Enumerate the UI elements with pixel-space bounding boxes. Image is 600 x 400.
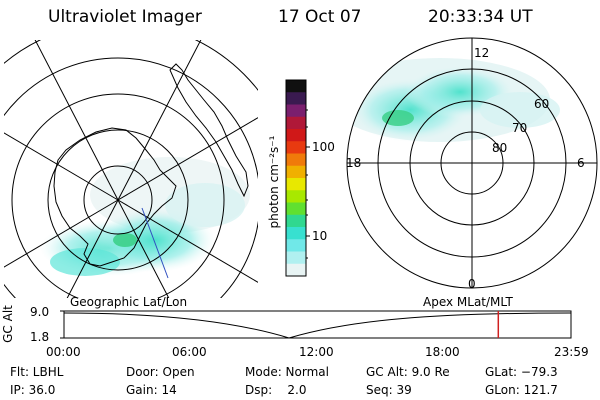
colorbar-swatch: [286, 80, 306, 93]
mlat-label-70: 70: [512, 121, 528, 135]
colorbar-swatch: [286, 227, 306, 240]
colorbar-swatch: [286, 251, 306, 265]
colorbar: [285, 79, 310, 277]
date-label: 17 Oct 07: [278, 7, 362, 27]
colorbar-tick-100: 100: [312, 140, 335, 154]
colorbar-tick-10: 10: [312, 229, 328, 243]
ip-value: IP: 36.0: [10, 383, 56, 397]
colorbar-swatch: [286, 178, 306, 191]
dsp-value: Dsp: 2.0: [245, 383, 307, 397]
timeline-xtick-0600: 06:00: [172, 345, 207, 359]
instrument-title: Ultraviolet Imager: [48, 7, 202, 27]
colorbar-swatch: [286, 104, 306, 118]
mlt-label-0: 0: [468, 277, 476, 291]
longitude-lines: [4, 40, 258, 298]
timeline-plot: [60, 310, 572, 339]
timeline-xtick-1200: 12:00: [299, 345, 334, 359]
colorbar-unit-label: photon cm⁻²s⁻¹: [267, 135, 281, 229]
geographic-caption: Geographic Lat/Lon: [70, 295, 188, 309]
peninsula-coastline: [169, 63, 249, 198]
seq-value: Seq: 39: [366, 383, 412, 397]
mode-value: Mode: Normal: [245, 365, 329, 379]
timeline-xtick-0000: 00:00: [46, 345, 81, 359]
colorbar-swatch: [286, 239, 306, 252]
glon-value: GLon: 121.7: [485, 383, 558, 397]
mlt-label-18: 18: [346, 156, 362, 170]
altitude-curve: [63, 312, 572, 339]
door-value: Door: Open: [126, 365, 195, 379]
colorbar-swatch: [286, 92, 306, 105]
timeline-xtick-2359: 23:59: [554, 345, 589, 359]
colorbar-swatch: [286, 214, 306, 228]
time-label: 20:33:34 UT: [428, 7, 533, 27]
colorbar-swatch: [286, 165, 306, 179]
colorbar-swatch: [286, 153, 306, 167]
magnetic-polar-map: [347, 58, 560, 142]
mlt-label-12: 12: [474, 46, 490, 60]
satellite-track: [141, 207, 169, 279]
colorbar-swatch: [286, 263, 306, 277]
colorbar-swatches: [286, 80, 306, 277]
colorbar-swatch: [286, 141, 306, 154]
mlat-label-80: 80: [492, 141, 508, 155]
colorbar-swatch: [286, 202, 306, 216]
mlat-label-60: 60: [534, 97, 550, 111]
latitude-circles: [4, 40, 258, 298]
timeline-ytick-bottom: 1.8: [30, 330, 50, 344]
colorbar-swatch: [286, 129, 306, 142]
geographic-map: [4, 40, 258, 298]
timeline-ylabel: GC Alt: [1, 305, 15, 343]
glat-value: GLat: −79.3: [485, 365, 558, 379]
colorbar-swatch: [286, 190, 306, 203]
colorbar-swatch: [286, 116, 306, 130]
polar-grid: [346, 37, 598, 289]
apex-caption: Apex MLat/MLT: [423, 295, 513, 309]
timeline-ytick-top: 9.0: [30, 305, 50, 319]
filter-value: Flt: LBHL: [10, 365, 64, 379]
timeline-xtick-1800: 18:00: [425, 345, 460, 359]
gain-value: Gain: 14: [126, 383, 177, 397]
gc-alt-value: GC Alt: 9.0 Re: [366, 365, 450, 379]
mlt-label-6: 6: [577, 156, 585, 170]
